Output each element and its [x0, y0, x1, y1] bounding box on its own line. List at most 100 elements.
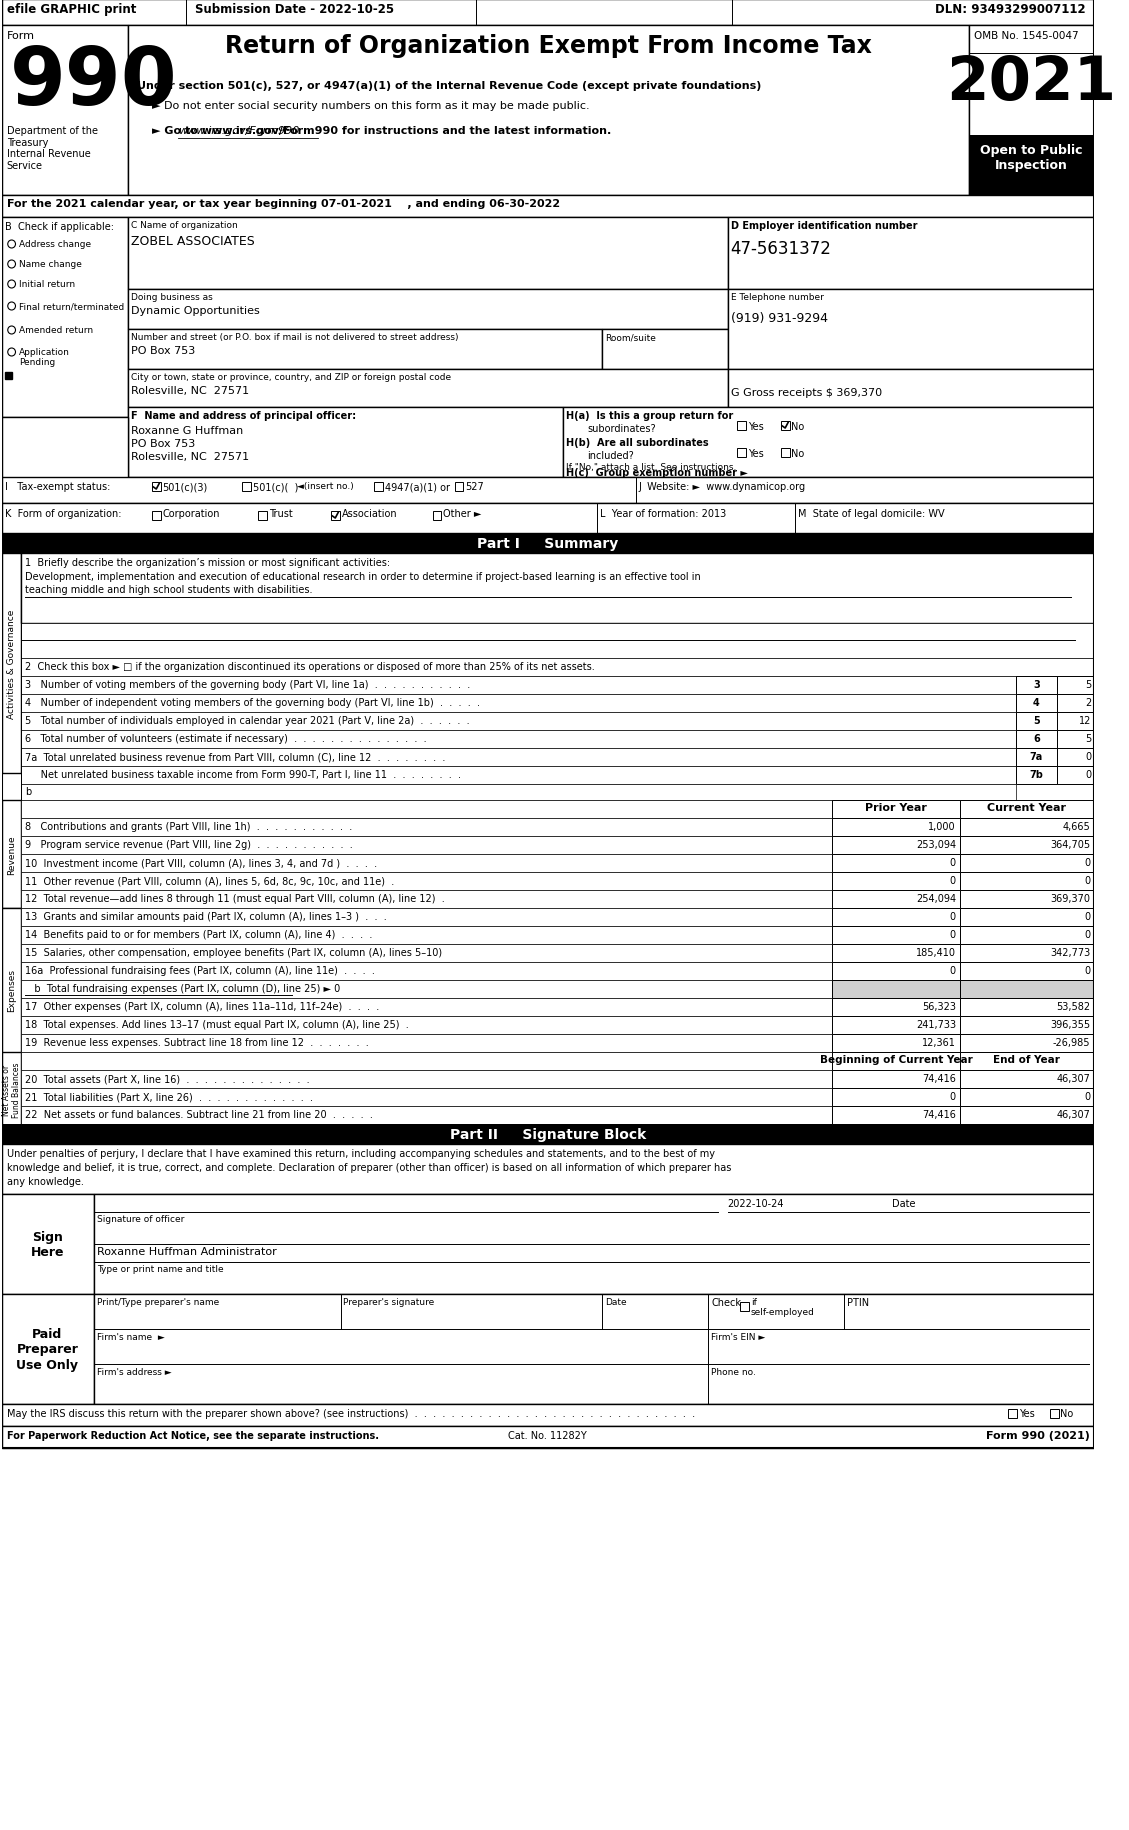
Text: 0: 0 [949, 858, 956, 867]
Bar [727, 370, 1094, 408]
Text: D Employer identification number: D Employer identification number [730, 221, 917, 231]
Text: C Name of organization: C Name of organization [131, 221, 237, 231]
Bar [960, 963, 1094, 981]
Text: Department of the
Treasury
Internal Revenue
Service: Department of the Treasury Internal Reve… [7, 126, 98, 170]
Bar [21, 624, 1094, 659]
Text: Date: Date [605, 1297, 627, 1307]
Bar [21, 944, 832, 963]
Bar [960, 908, 1094, 926]
Bar [2, 1426, 1094, 1448]
Text: 0: 0 [1084, 930, 1091, 939]
Bar [2, 800, 21, 908]
Bar [94, 1195, 1094, 1294]
Bar [1057, 767, 1094, 785]
Text: 1  Briefly describe the organization’s mission or most significant activities:: 1 Briefly describe the organization’s mi… [25, 558, 391, 567]
Text: 6: 6 [1033, 734, 1040, 743]
Text: Under penalties of perjury, I declare that I have examined this return, includin: Under penalties of perjury, I declare th… [7, 1149, 715, 1158]
Text: ◄(insert no.): ◄(insert no.) [297, 481, 353, 490]
Text: H(b)  Are all subordinates: H(b) Are all subordinates [566, 437, 709, 448]
Text: ► Go to www.irs.gov/Form990 for instructions and the latest information.: ► Go to www.irs.gov/Form990 for instruct… [152, 126, 611, 135]
Text: Preparer's signature: Preparer's signature [343, 1297, 435, 1307]
Text: PTIN: PTIN [847, 1297, 868, 1307]
Text: Return of Organization Exempt From Income Tax: Return of Organization Exempt From Incom… [225, 35, 872, 59]
Bar [432, 512, 441, 522]
Bar [832, 855, 960, 873]
Text: 0: 0 [1085, 770, 1092, 780]
Text: Room/suite: Room/suite [605, 333, 656, 342]
Text: Final return/terminated: Final return/terminated [19, 302, 124, 311]
Bar [1057, 677, 1094, 695]
Text: K  Form of organization:: K Form of organization: [5, 509, 121, 518]
Bar [960, 981, 1094, 999]
Bar [1016, 730, 1057, 748]
Text: 0: 0 [1084, 911, 1091, 922]
Text: H(c)  Group exemption number ►: H(c) Group exemption number ► [566, 468, 747, 478]
Bar [832, 836, 960, 855]
Text: 2: 2 [1085, 697, 1092, 708]
Bar [2, 478, 1094, 503]
Text: 0: 0 [1085, 752, 1092, 761]
Bar [21, 659, 1094, 677]
Bar [21, 712, 1016, 730]
Text: Open to Public
Inspection: Open to Public Inspection [980, 145, 1083, 172]
Bar [21, 1071, 832, 1089]
Text: 16a  Professional fundraising fees (Part IX, column (A), line 11e)  .  .  .  .: 16a Professional fundraising fees (Part … [25, 966, 375, 975]
Text: 241,733: 241,733 [916, 1019, 956, 1030]
Text: Prior Year: Prior Year [865, 803, 927, 813]
Text: 2021: 2021 [946, 53, 1117, 113]
Text: 20  Total assets (Part X, line 16)  .  .  .  .  .  .  .  .  .  .  .  .  .  .: 20 Total assets (Part X, line 16) . . . … [25, 1074, 309, 1083]
Bar [1057, 748, 1094, 767]
Text: b: b [25, 787, 32, 796]
Text: 5   Total number of individuals employed in calendar year 2021 (Part V, line 2a): 5 Total number of individuals employed i… [25, 716, 470, 727]
Text: May the IRS discuss this return with the preparer shown above? (see instructions: May the IRS discuss this return with the… [7, 1409, 695, 1418]
Text: 527: 527 [465, 481, 484, 492]
Bar [960, 1052, 1094, 1071]
Bar [375, 483, 383, 492]
Text: Cat. No. 11282Y: Cat. No. 11282Y [508, 1431, 587, 1440]
Text: any knowledge.: any knowledge. [7, 1177, 84, 1186]
Text: 8   Contributions and grants (Part VIII, line 1h)  .  .  .  .  .  .  .  .  .  . : 8 Contributions and grants (Part VIII, l… [25, 822, 352, 831]
Text: Yes: Yes [747, 421, 763, 432]
Bar [960, 836, 1094, 855]
Text: Net Assets or
Fund Balances: Net Assets or Fund Balances [2, 1061, 21, 1118]
Bar [21, 926, 832, 944]
Bar [21, 1052, 832, 1071]
Bar [21, 1089, 832, 1107]
Text: 18  Total expenses. Add lines 13–17 (must equal Part IX, column (A), line 25)  .: 18 Total expenses. Add lines 13–17 (must… [25, 1019, 409, 1030]
Text: 22  Net assets or fund balances. Subtract line 21 from line 20  .  .  .  .  .: 22 Net assets or fund balances. Subtract… [25, 1109, 373, 1120]
Text: For the 2021 calendar year, or tax year beginning 07-01-2021    , and ending 06-: For the 2021 calendar year, or tax year … [7, 199, 560, 209]
Bar [2, 0, 1094, 1448]
Bar [21, 1107, 832, 1124]
Text: Yes: Yes [1018, 1409, 1034, 1418]
Text: Check: Check [711, 1297, 741, 1307]
Text: efile GRAPHIC print: efile GRAPHIC print [7, 4, 137, 16]
Text: 74,416: 74,416 [922, 1109, 956, 1120]
Bar [21, 767, 1016, 785]
Text: I   Tax-exempt status:: I Tax-exempt status: [5, 481, 111, 492]
Bar [21, 748, 1016, 767]
Text: Firm's name  ►: Firm's name ► [97, 1332, 165, 1341]
Bar [128, 26, 970, 196]
Bar [563, 408, 1094, 478]
Text: Initial return: Initial return [19, 280, 76, 289]
Bar [832, 963, 960, 981]
Text: Roxanne Huffman Administrator: Roxanne Huffman Administrator [97, 1246, 277, 1257]
Text: Sign
Here: Sign Here [30, 1230, 64, 1259]
Text: Pending: Pending [19, 359, 55, 366]
Bar [832, 926, 960, 944]
Bar [832, 873, 960, 891]
Text: 19  Revenue less expenses. Subtract line 18 from line 12  .  .  .  .  .  .  .: 19 Revenue less expenses. Subtract line … [25, 1038, 369, 1047]
Text: Rolesville, NC  27571: Rolesville, NC 27571 [131, 386, 248, 395]
Bar [2, 503, 1094, 534]
Bar [21, 1016, 832, 1034]
Text: knowledge and belief, it is true, correct, and complete. Declaration of preparer: knowledge and belief, it is true, correc… [7, 1162, 732, 1173]
Text: 364,705: 364,705 [1050, 840, 1091, 849]
Bar [1016, 767, 1057, 785]
Text: 1,000: 1,000 [928, 822, 956, 831]
Text: 4,665: 4,665 [1062, 822, 1091, 831]
Bar [781, 421, 789, 430]
Text: 2  Check this box ► □ if the organization discontinued its operations or dispose: 2 Check this box ► □ if the organization… [25, 662, 595, 672]
Text: 7a: 7a [1030, 752, 1043, 761]
Text: included?: included? [587, 450, 634, 461]
Bar [2, 0, 1094, 26]
